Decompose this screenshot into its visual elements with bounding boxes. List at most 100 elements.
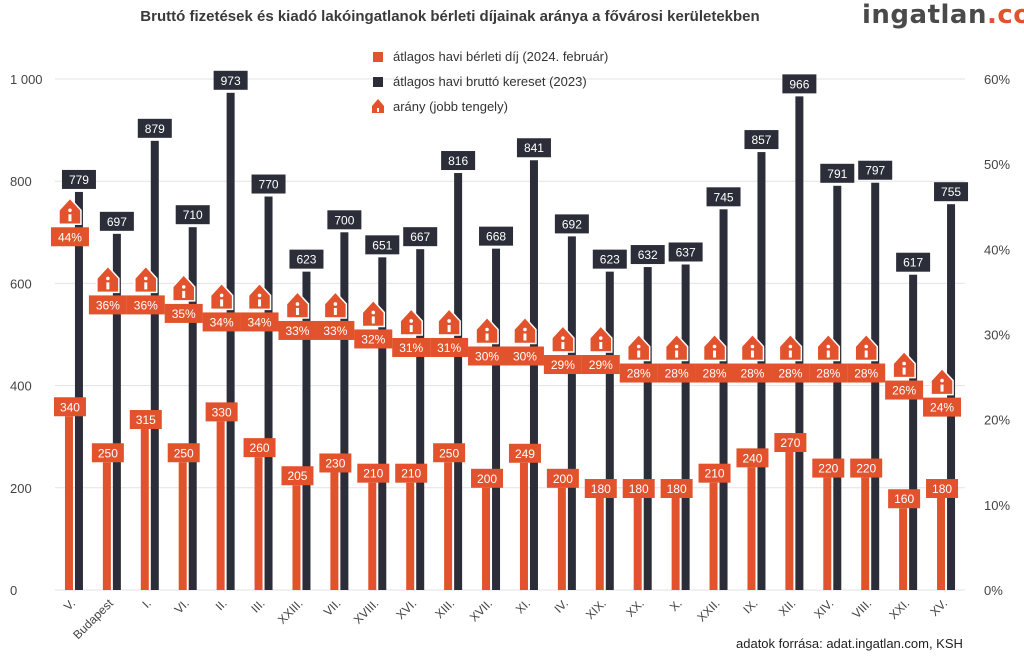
y-left-tick-label: 0 [10, 583, 17, 598]
y-left-tick-label: 200 [10, 481, 32, 496]
ratio-value-label: 34% [210, 315, 234, 329]
rent-value-box [91, 443, 124, 463]
ratio-house-icon-dot [106, 276, 110, 281]
category-label: VII. [321, 596, 344, 619]
y-right-tick-label: 50% [984, 157, 1010, 172]
rent-value-label: 210 [363, 467, 383, 481]
ratio-value-box [695, 363, 734, 383]
salary-bar [226, 92, 235, 590]
y-right-tick-label: 0% [984, 583, 1003, 598]
salary-bar [378, 257, 387, 590]
rent-bar [64, 416, 73, 590]
rent-bar [102, 462, 111, 590]
salary-bar [719, 209, 728, 590]
rent-value-box [926, 479, 959, 499]
salary-bar [492, 248, 501, 591]
ratio-value-label: 28% [665, 367, 689, 381]
rent-value-box [698, 463, 731, 483]
ratio-house-icon-mark [902, 367, 906, 375]
category-label: XXII. [694, 596, 722, 624]
salary-value-label: 779 [69, 173, 89, 187]
rent-value-box [319, 453, 352, 473]
salary-value-label: 700 [334, 213, 354, 227]
salary-value-box [479, 226, 514, 246]
rent-bar [482, 487, 491, 590]
rent-bar [368, 482, 377, 590]
ratio-value-box [202, 312, 241, 332]
ratio-value-label: 33% [323, 324, 347, 338]
salary-value-box [175, 205, 210, 225]
rent-value-label: 240 [742, 451, 762, 465]
category-label: I. [139, 596, 154, 611]
salary-bar [112, 233, 121, 590]
rent-value-box [471, 468, 504, 488]
ratio-value-box [885, 380, 924, 400]
salary-value-label: 857 [751, 133, 771, 147]
salary-value-box [744, 130, 779, 150]
ratio-house-icon-dot [598, 336, 603, 340]
salary-value-box [289, 249, 324, 269]
y-left-tick-label: 400 [10, 379, 32, 394]
salary-value-box [99, 211, 134, 231]
rent-bar [747, 467, 756, 590]
ratio-house-icon-mark [220, 299, 224, 307]
chart-title: Bruttó fizetések és kiadó lakóingatlanok… [140, 8, 760, 25]
ratio-value-box [847, 363, 886, 383]
ratio-value-box [657, 363, 696, 383]
ratio-value-box [619, 363, 658, 383]
category-label: VIII. [849, 596, 874, 621]
rent-bar [709, 482, 718, 590]
rent-value-label: 250 [98, 446, 118, 460]
ratio-house-icon-mark [144, 282, 148, 290]
y-right-tick-label: 10% [984, 498, 1010, 513]
rent-value-label: 205 [287, 469, 307, 483]
ratio-value-box [164, 303, 203, 323]
rent-value-box [660, 479, 693, 499]
rent-value-label: 220 [818, 462, 838, 476]
salary-value-label: 632 [638, 248, 658, 262]
category-label: XIII. [432, 596, 457, 621]
legend-rent-swatch [373, 52, 383, 62]
rent-bar [937, 498, 946, 590]
y-left-tick-label: 800 [10, 174, 32, 189]
salary-value-label: 745 [714, 190, 734, 204]
rent-value-label: 200 [553, 472, 573, 486]
salary-value-box [820, 163, 855, 183]
salary-value-box [554, 214, 589, 234]
ratio-value-box [392, 337, 431, 357]
rent-value-box [433, 443, 466, 463]
salary-value-box [858, 160, 893, 180]
ratio-value-label: 30% [475, 350, 499, 364]
rent-value-label: 200 [477, 472, 497, 486]
category-label: XXIII. [275, 596, 306, 627]
ratio-value-box [88, 295, 127, 315]
ratio-value-label: 32% [361, 332, 385, 346]
ratio-house-icon-dot [219, 293, 224, 298]
rent-value-label: 180 [591, 482, 611, 496]
ratio-house-icon-mark [333, 307, 337, 315]
ratio-value-box [468, 346, 507, 366]
category-label: XVIII. [351, 596, 382, 627]
legend-rent-label: átlagos havi bérleti díj (2024. február) [393, 49, 608, 64]
ratio-house-icon-dot [68, 208, 72, 213]
salary-value-box [630, 245, 665, 265]
salary-bar [605, 271, 614, 590]
salary-bar [529, 160, 538, 590]
rent-bar [254, 457, 263, 590]
ratio-value-label: 31% [399, 341, 423, 355]
rent-bar [823, 477, 832, 590]
rent-bar [785, 452, 794, 590]
ratio-value-label: 44% [58, 230, 82, 244]
ratio-house-icon-dot [447, 319, 451, 323]
salary-value-label: 617 [903, 256, 923, 270]
rent-value-box [736, 448, 769, 468]
salary-bar [188, 227, 197, 590]
salary-value-label: 651 [372, 238, 392, 252]
salary-value-box [213, 70, 248, 90]
salary-value-box [782, 74, 817, 94]
category-label: XVII. [467, 596, 495, 624]
ratio-house-icon-dot [636, 344, 641, 349]
ratio-house-icon-dot [333, 302, 338, 306]
rent-value-label: 210 [705, 467, 725, 481]
